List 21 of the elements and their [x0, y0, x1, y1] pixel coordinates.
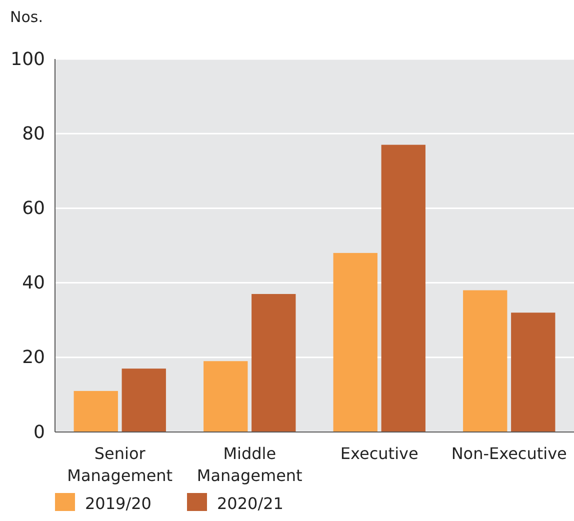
y-tick-label: 0 [34, 422, 45, 443]
bar [511, 312, 556, 432]
legend-label: 2020/21 [217, 494, 284, 513]
x-tick-label: Executive [340, 444, 418, 463]
bar [463, 290, 508, 432]
x-tick-label: Middle Management [196, 444, 302, 485]
x-tick-label: Non-Executive [451, 444, 567, 463]
y-tick-label: 40 [22, 272, 45, 294]
y-axis-title: Nos. [10, 8, 43, 26]
y-tick-label: 60 [22, 198, 45, 219]
bar [381, 144, 426, 432]
bar [74, 390, 118, 432]
y-tick-label: 20 [22, 347, 45, 368]
y-tick-label: 80 [22, 123, 45, 144]
x-tick-label: Senior Management [67, 444, 173, 485]
y-tick-label: 100 [10, 48, 45, 70]
bar [122, 368, 166, 432]
legend-label: 2019/20 [85, 494, 152, 513]
bar [333, 252, 378, 432]
bar [252, 294, 296, 432]
bar [204, 361, 248, 432]
